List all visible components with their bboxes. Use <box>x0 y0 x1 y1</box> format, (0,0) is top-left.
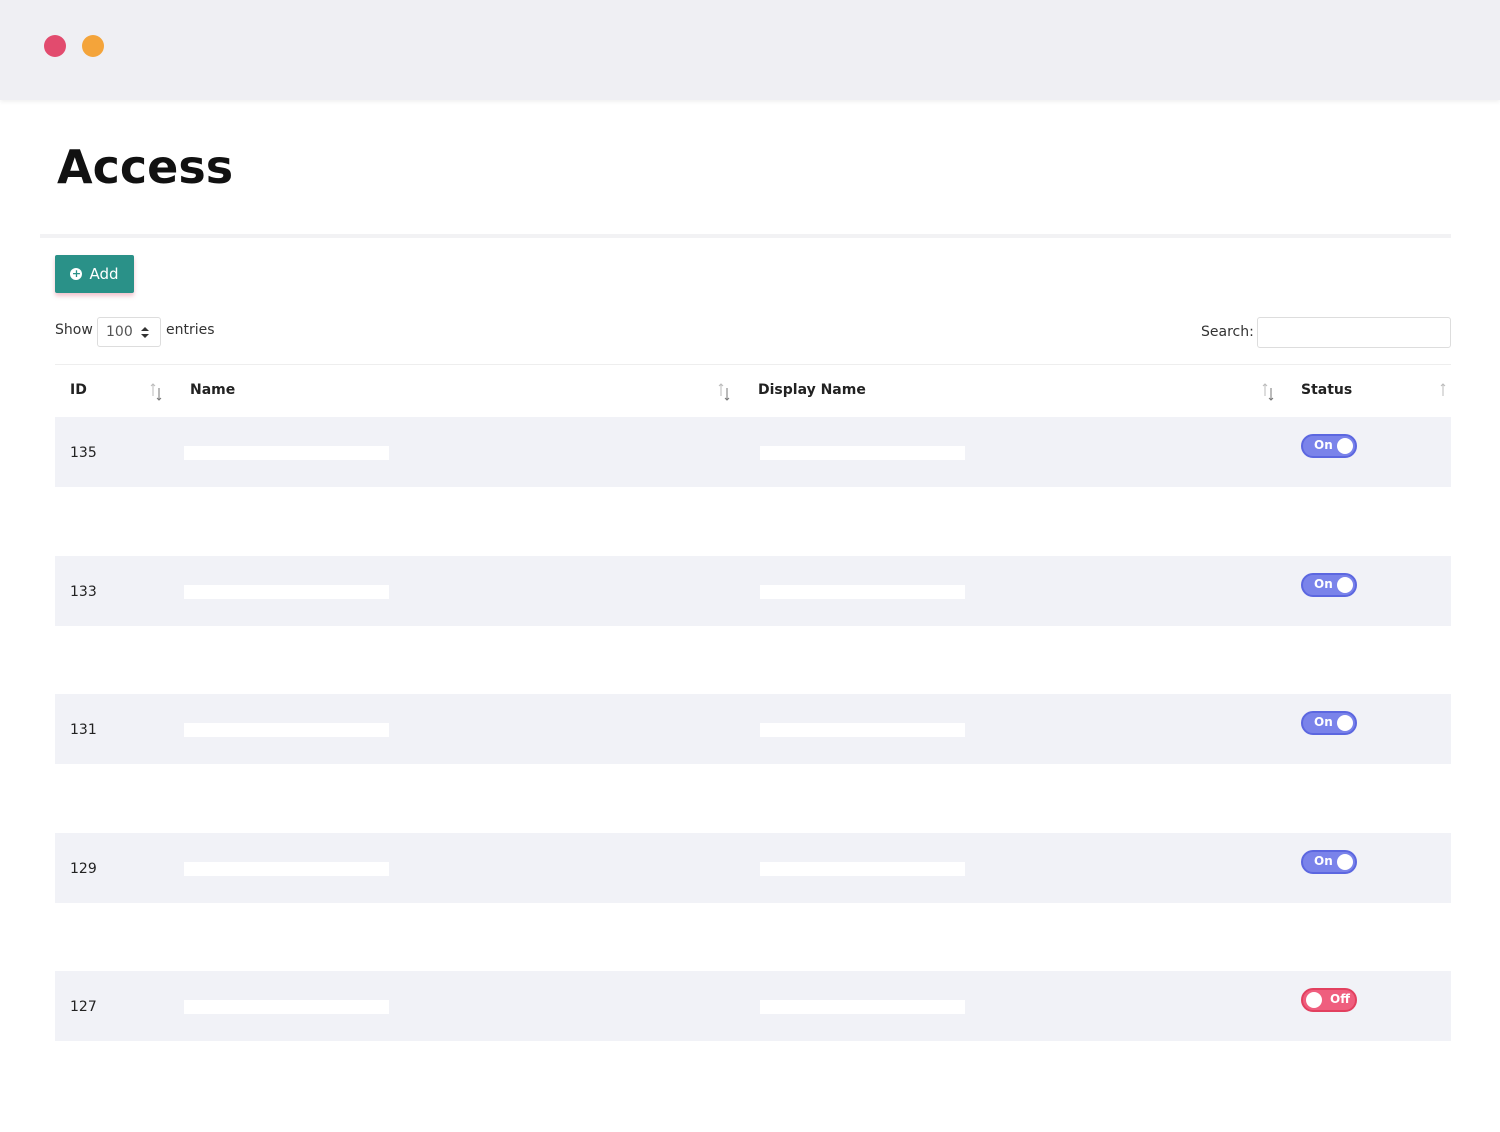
row-id: 127 <box>70 999 97 1015</box>
sort-icon[interactable] <box>1262 382 1274 402</box>
table-row: 129 On <box>55 833 1451 903</box>
entries-label: entries <box>166 322 215 338</box>
name-redacted <box>184 862 389 876</box>
toggle-knob <box>1337 854 1353 870</box>
table-row: 127 Off <box>55 971 1451 1041</box>
page-title: Access <box>57 140 234 194</box>
status-text: Off <box>1330 992 1350 1006</box>
page-size-select[interactable]: 100 <box>97 317 161 347</box>
status-toggle[interactable]: On <box>1301 711 1357 735</box>
window-bar <box>0 0 1500 100</box>
status-text: On <box>1314 438 1333 452</box>
toggle-knob <box>1337 438 1353 454</box>
status-toggle[interactable]: On <box>1301 434 1357 458</box>
sort-icon[interactable] <box>150 382 162 402</box>
name-redacted <box>184 723 389 737</box>
search-input[interactable] <box>1257 317 1451 348</box>
display-name-redacted <box>760 446 965 460</box>
name-redacted <box>184 446 389 460</box>
display-name-redacted <box>760 862 965 876</box>
table-row: 133 On <box>55 556 1451 626</box>
table-row: 131 On <box>55 694 1451 764</box>
table-header: ID Name Display Name Status <box>55 364 1451 416</box>
select-arrows <box>141 327 149 338</box>
status-text: On <box>1314 854 1333 868</box>
column-header[interactable]: Name <box>190 382 236 398</box>
status-text: On <box>1314 577 1333 591</box>
show-label: Show <box>55 322 93 338</box>
row-id: 131 <box>70 722 97 738</box>
page-size: 100 <box>106 324 133 340</box>
minimize-dot[interactable] <box>82 35 104 57</box>
toggle-knob <box>1306 992 1322 1008</box>
display-name-redacted <box>760 723 965 737</box>
add-label: Add <box>89 265 119 283</box>
name-redacted <box>184 585 389 599</box>
add-button[interactable]: + Add <box>55 255 134 293</box>
status-text: On <box>1314 715 1333 729</box>
toggle-knob <box>1337 715 1353 731</box>
display-name-redacted <box>760 1000 965 1014</box>
display-name-redacted <box>760 585 965 599</box>
sort-icon[interactable] <box>1440 382 1452 402</box>
row-id: 133 <box>70 584 97 600</box>
toggle-knob <box>1337 577 1353 593</box>
status-toggle[interactable]: On <box>1301 850 1357 874</box>
row-id: 135 <box>70 445 97 461</box>
sort-icon[interactable] <box>718 382 730 402</box>
column-header[interactable]: Status <box>1301 382 1353 398</box>
status-toggle[interactable]: Off <box>1301 988 1357 1012</box>
search-label: Search: <box>1201 324 1254 340</box>
column-header[interactable]: ID <box>70 382 87 398</box>
row-id: 129 <box>70 861 97 877</box>
divider <box>40 234 1451 238</box>
plus-icon: + <box>70 267 83 280</box>
column-header[interactable]: Display Name <box>758 382 866 398</box>
status-toggle[interactable]: On <box>1301 573 1357 597</box>
name-redacted <box>184 1000 389 1014</box>
close-dot[interactable] <box>44 35 66 57</box>
table-row: 135 On <box>55 417 1451 487</box>
